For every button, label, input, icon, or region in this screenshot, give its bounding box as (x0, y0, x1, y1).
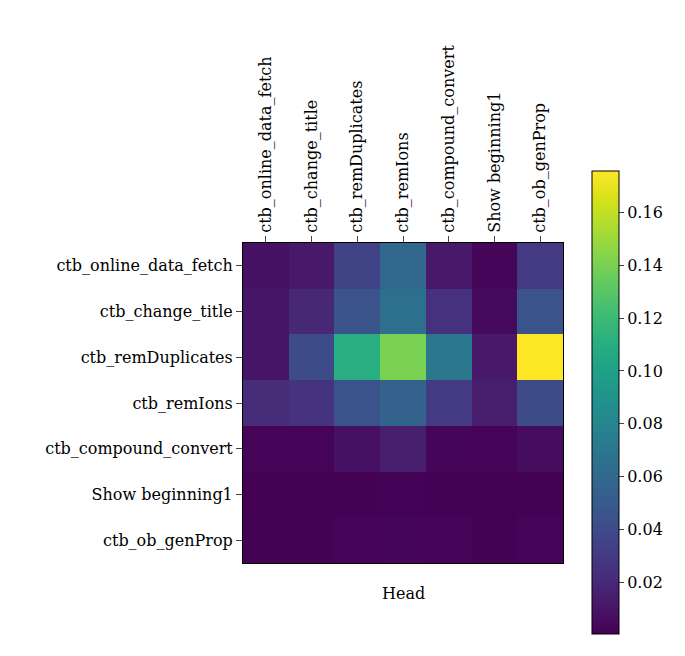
svg-text:ctb_remIons: ctb_remIons (132, 394, 232, 413)
svg-text:ctb_compound_convert: ctb_compound_convert (439, 45, 458, 233)
svg-text:0.08: 0.08 (627, 414, 663, 433)
svg-text:0.04: 0.04 (627, 520, 663, 539)
svg-text:Head: Head (382, 584, 425, 603)
svg-text:ctb_ob_genProp: ctb_ob_genProp (103, 531, 233, 550)
svg-text:ctb_change_title: ctb_change_title (100, 302, 233, 321)
svg-text:Show beginning1: Show beginning1 (92, 485, 233, 504)
svg-text:ctb_remIons: ctb_remIons (393, 132, 412, 232)
svg-text:0.06: 0.06 (627, 467, 663, 486)
svg-text:ctb_online_data_fetch: ctb_online_data_fetch (56, 256, 232, 275)
svg-text:0.10: 0.10 (627, 362, 663, 381)
svg-text:ctb_remDuplicates: ctb_remDuplicates (81, 348, 233, 367)
svg-text:0.16: 0.16 (627, 203, 663, 222)
svg-text:ctb_online_data_fetch: ctb_online_data_fetch (256, 56, 275, 232)
svg-text:ctb_compound_convert: ctb_compound_convert (45, 439, 233, 458)
svg-text:0.14: 0.14 (627, 256, 663, 275)
svg-text:Show beginning1: Show beginning1 (485, 92, 504, 233)
svg-text:ctb_ob_genProp: ctb_ob_genProp (530, 103, 549, 233)
svg-text:ctb_remDuplicates: ctb_remDuplicates (347, 81, 366, 233)
svg-text:ctb_change_title: ctb_change_title (302, 100, 321, 233)
svg-text:0.02: 0.02 (627, 573, 663, 592)
svg-text:0.12: 0.12 (627, 309, 663, 328)
